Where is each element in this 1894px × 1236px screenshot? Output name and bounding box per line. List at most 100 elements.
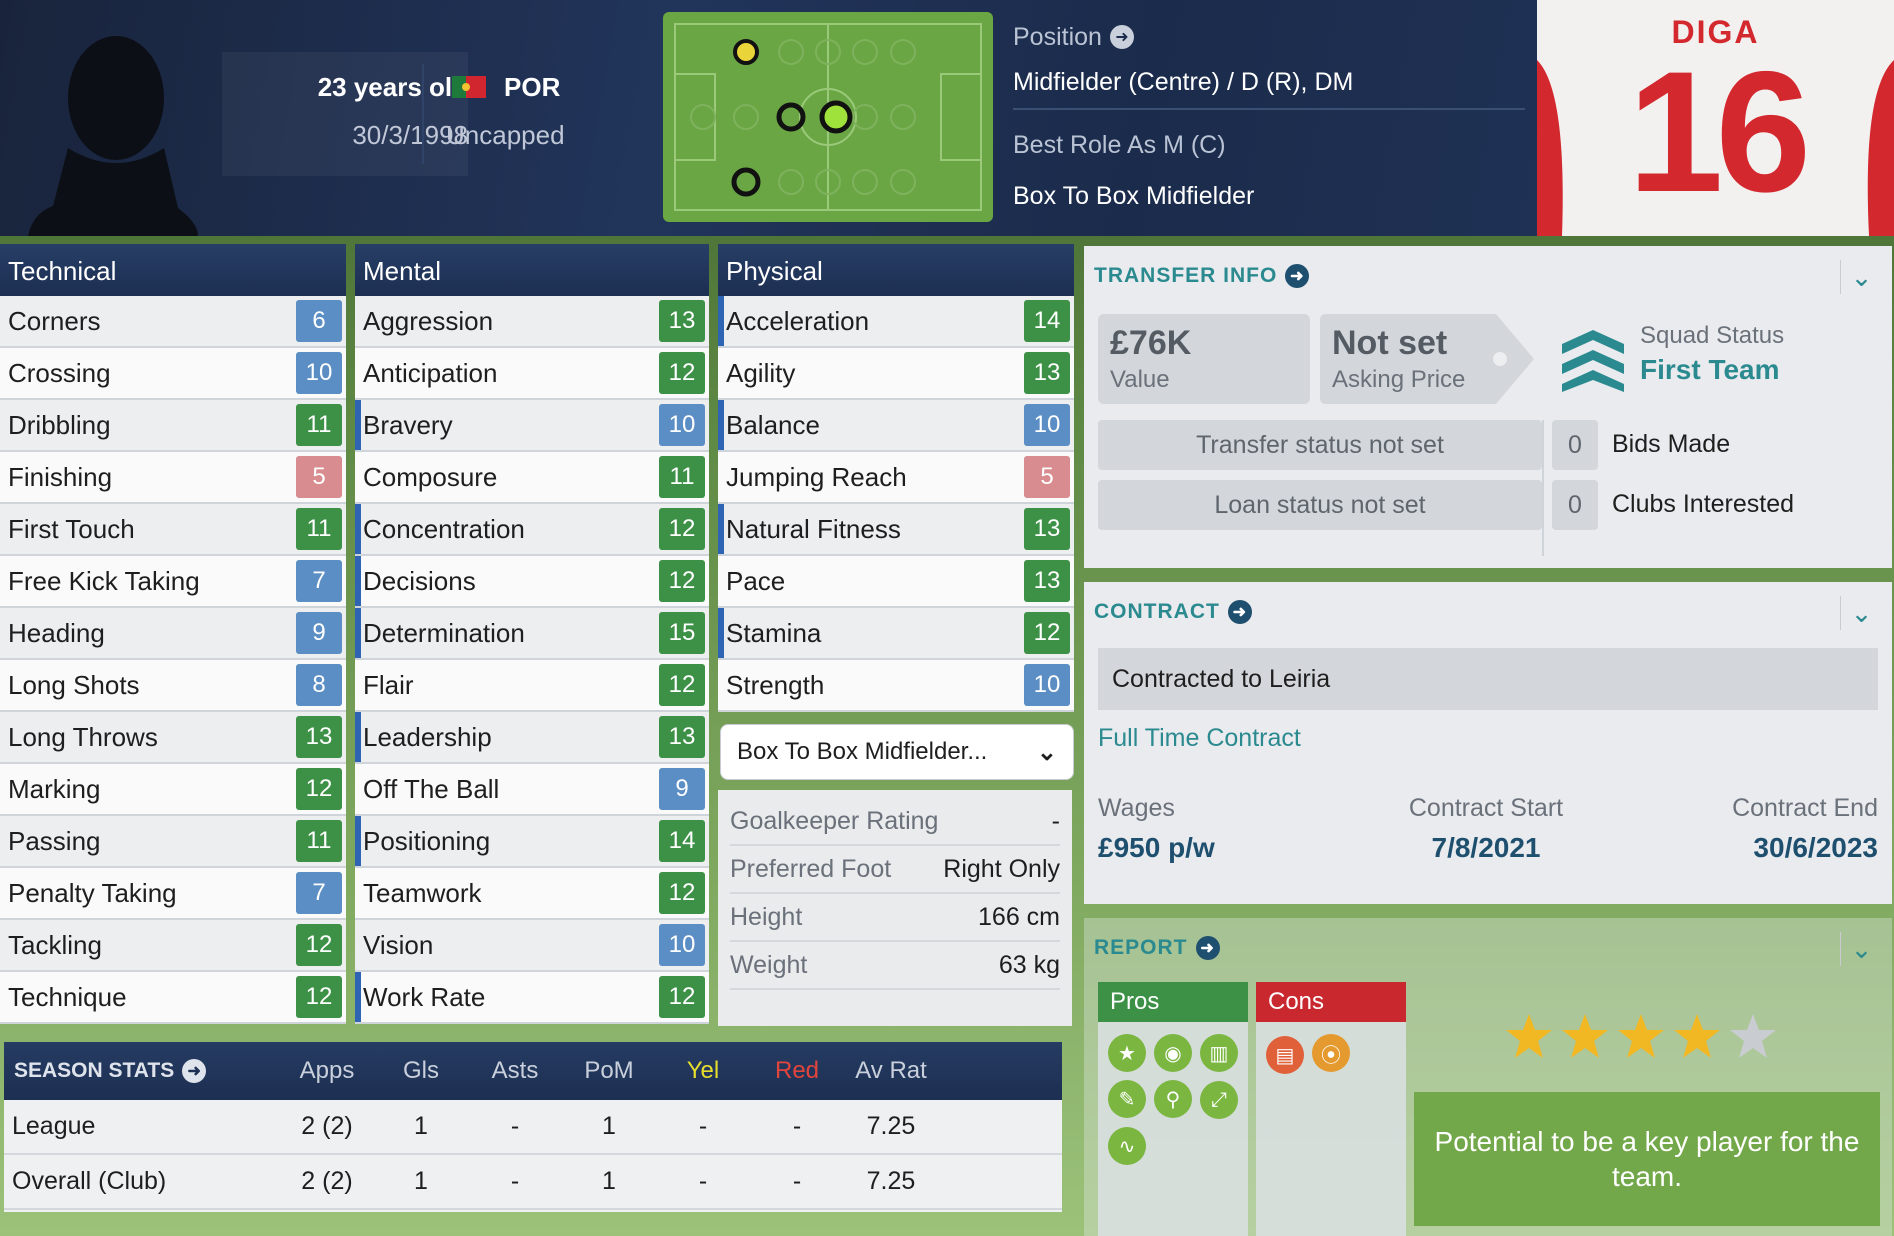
attribute-name: Finishing [8, 461, 113, 492]
attribute-row[interactable]: Determination 15 [355, 608, 709, 660]
mental-panel: Mental Aggression 13 Anticipation 12 Bravery… [355, 244, 709, 1024]
value-tile: £76K Value [1098, 314, 1310, 404]
boot-icon[interactable]: ✎ [1108, 1080, 1146, 1118]
squad-status-value: First Team [1640, 354, 1780, 385]
attribute-row[interactable]: Tackling 12 [0, 920, 346, 972]
attribute-row[interactable]: Bravery 10 [355, 400, 709, 452]
attribute-value: 8 [296, 664, 342, 706]
bids-label[interactable]: Bids Made [1612, 430, 1731, 458]
nation-box[interactable]: POR Uncapped [446, 52, 596, 176]
arrow-right-icon[interactable]: ➜ [1195, 936, 1220, 960]
key-attribute-marker [718, 400, 724, 450]
stat-column-header[interactable]: Apps [299, 1057, 355, 1084]
attribute-row[interactable]: Long Shots 8 [0, 660, 346, 712]
attribute-row[interactable]: Balance 10 [718, 400, 1074, 452]
stat-column-header[interactable]: Red [774, 1057, 820, 1084]
attribute-row[interactable]: Technique 12 [0, 972, 346, 1024]
star-icon[interactable]: ★ [1108, 1034, 1146, 1072]
attribute-row[interactable]: Agility 13 [718, 348, 1074, 400]
attribute-row[interactable]: Jumping Reach 5 [718, 452, 1074, 504]
attribute-row[interactable]: Marking 12 [0, 764, 346, 816]
contract-type[interactable]: Full Time Contract [1098, 724, 1301, 752]
attribute-row[interactable]: Aggression 13 [355, 296, 709, 348]
attribute-row[interactable]: Off The Ball 9 [355, 764, 709, 816]
transfer-info-header[interactable]: TRANSFER INFO ➜ [1094, 264, 1310, 288]
arrow-right-icon[interactable]: ➜ [1109, 25, 1134, 49]
attribute-value: 9 [296, 612, 342, 654]
attribute-row[interactable]: Work Rate 12 [355, 972, 709, 1024]
attribute-row[interactable]: Long Throws 13 [0, 712, 346, 764]
stat-column-header[interactable]: PoM [584, 1057, 634, 1084]
arrow-right-icon[interactable]: ➜ [182, 1059, 207, 1083]
star-filled-icon [1562, 1014, 1608, 1058]
attribute-row[interactable]: Dribbling 11 [0, 400, 346, 452]
transfer-info-title: TRANSFER INFO [1094, 264, 1278, 287]
contract-header[interactable]: CONTRACT ➜ [1094, 600, 1252, 624]
arrow-right-icon[interactable]: ➜ [1227, 600, 1252, 624]
handshake-icon[interactable]: ⤢ [1200, 1081, 1238, 1119]
chevron-down-icon[interactable]: ⌄ [1840, 260, 1882, 294]
stat-column-header[interactable]: Gls [403, 1057, 439, 1084]
asking-price-label: Asking Price [1332, 366, 1466, 393]
role-dropdown-value: Box To Box Midfielder... [737, 738, 988, 765]
attribute-name: Balance [726, 409, 820, 440]
attribute-row[interactable]: Decisions 12 [355, 556, 709, 608]
attribute-row[interactable]: Heading 9 [0, 608, 346, 660]
info-row: Weight 63 kg [730, 942, 1060, 990]
chevron-down-icon[interactable]: ⌄ [1840, 932, 1882, 966]
stamina-icon[interactable]: ∿ [1108, 1127, 1146, 1165]
attribute-row[interactable]: Free Kick Taking 7 [0, 556, 346, 608]
clubs-label[interactable]: Clubs Interested [1612, 490, 1795, 518]
cons-box: Cons ▤ ⦿ [1256, 982, 1406, 1236]
arrow-right-icon[interactable]: ➜ [1285, 264, 1310, 288]
attribute-value: 6 [296, 300, 342, 342]
transfer-status-button[interactable]: Transfer status not set [1098, 420, 1542, 470]
player-dob: 30/3/1998 [352, 120, 468, 150]
key-attribute-marker [355, 712, 361, 762]
attribute-row[interactable]: Composure 11 [355, 452, 709, 504]
attribute-row[interactable]: Natural Fitness 13 [718, 504, 1074, 556]
star-filled-icon [1674, 1014, 1720, 1058]
attribute-row[interactable]: Crossing 10 [0, 348, 346, 400]
attribute-name: Long Throws [8, 721, 158, 752]
attribute-row[interactable]: First Touch 11 [0, 504, 346, 556]
attribute-row[interactable]: Stamina 12 [718, 608, 1074, 660]
attribute-value: 13 [296, 716, 342, 758]
attribute-row[interactable]: Flair 12 [355, 660, 709, 712]
stat-column-header[interactable]: Av Rat [855, 1057, 927, 1084]
footprint-icon[interactable]: ⦿ [1312, 1034, 1350, 1072]
stat-column-header[interactable]: Yel [686, 1057, 720, 1084]
attribute-row[interactable]: Strength 10 [718, 660, 1074, 712]
report-header[interactable]: REPORT ➜ [1094, 936, 1220, 960]
stat-column-header[interactable]: Asts [491, 1057, 539, 1084]
attribute-row[interactable]: Concentration 12 [355, 504, 709, 556]
loan-status-button[interactable]: Loan status not set [1098, 480, 1542, 530]
attribute-row[interactable]: Anticipation 12 [355, 348, 709, 400]
attribute-row[interactable]: Positioning 14 [355, 816, 709, 868]
attribute-name: Positioning [363, 825, 491, 856]
attribute-value: 15 [659, 612, 705, 654]
attribute-name: Passing [8, 825, 101, 856]
stat-row[interactable]: Overall (Club) 2 (2) 1 - 1 - - 7.25 [4, 1155, 1062, 1210]
attribute-row[interactable]: Penalty Taking 7 [0, 868, 346, 920]
attribute-row[interactable]: Pace 13 [718, 556, 1074, 608]
joystick-icon[interactable]: ⚲ [1154, 1080, 1192, 1118]
season-stats-title-wrap[interactable]: SEASON STATS ➜ [4, 1059, 280, 1083]
attribute-name: Composure [363, 461, 498, 492]
attribute-row[interactable]: Teamwork 12 [355, 868, 709, 920]
attribute-row[interactable]: Vision 10 [355, 920, 709, 972]
position-header[interactable]: Position ➜ [1013, 20, 1525, 54]
attribute-row[interactable]: Leadership 13 [355, 712, 709, 764]
attribute-row[interactable]: Passing 11 [0, 816, 346, 868]
attribute-row[interactable]: Finishing 5 [0, 452, 346, 504]
attribute-name: Dribbling [8, 409, 111, 440]
chevron-down-icon[interactable]: ⌄ [1840, 596, 1882, 630]
role-dropdown[interactable]: Box To Box Midfielder... ⌄ [720, 724, 1074, 780]
attribute-row[interactable]: Corners 6 [0, 296, 346, 348]
attribute-row[interactable]: Acceleration 14 [718, 296, 1074, 348]
tactics-board-icon[interactable]: ▥ [1200, 1034, 1238, 1072]
brain-icon[interactable]: ◉ [1154, 1034, 1192, 1072]
position-block: Position ➜ Midfielder (Centre) / D (R), … [1013, 20, 1525, 211]
stat-row[interactable]: League 2 (2) 1 - 1 - - 7.25 [4, 1100, 1062, 1155]
goal-icon[interactable]: ▤ [1266, 1036, 1304, 1074]
